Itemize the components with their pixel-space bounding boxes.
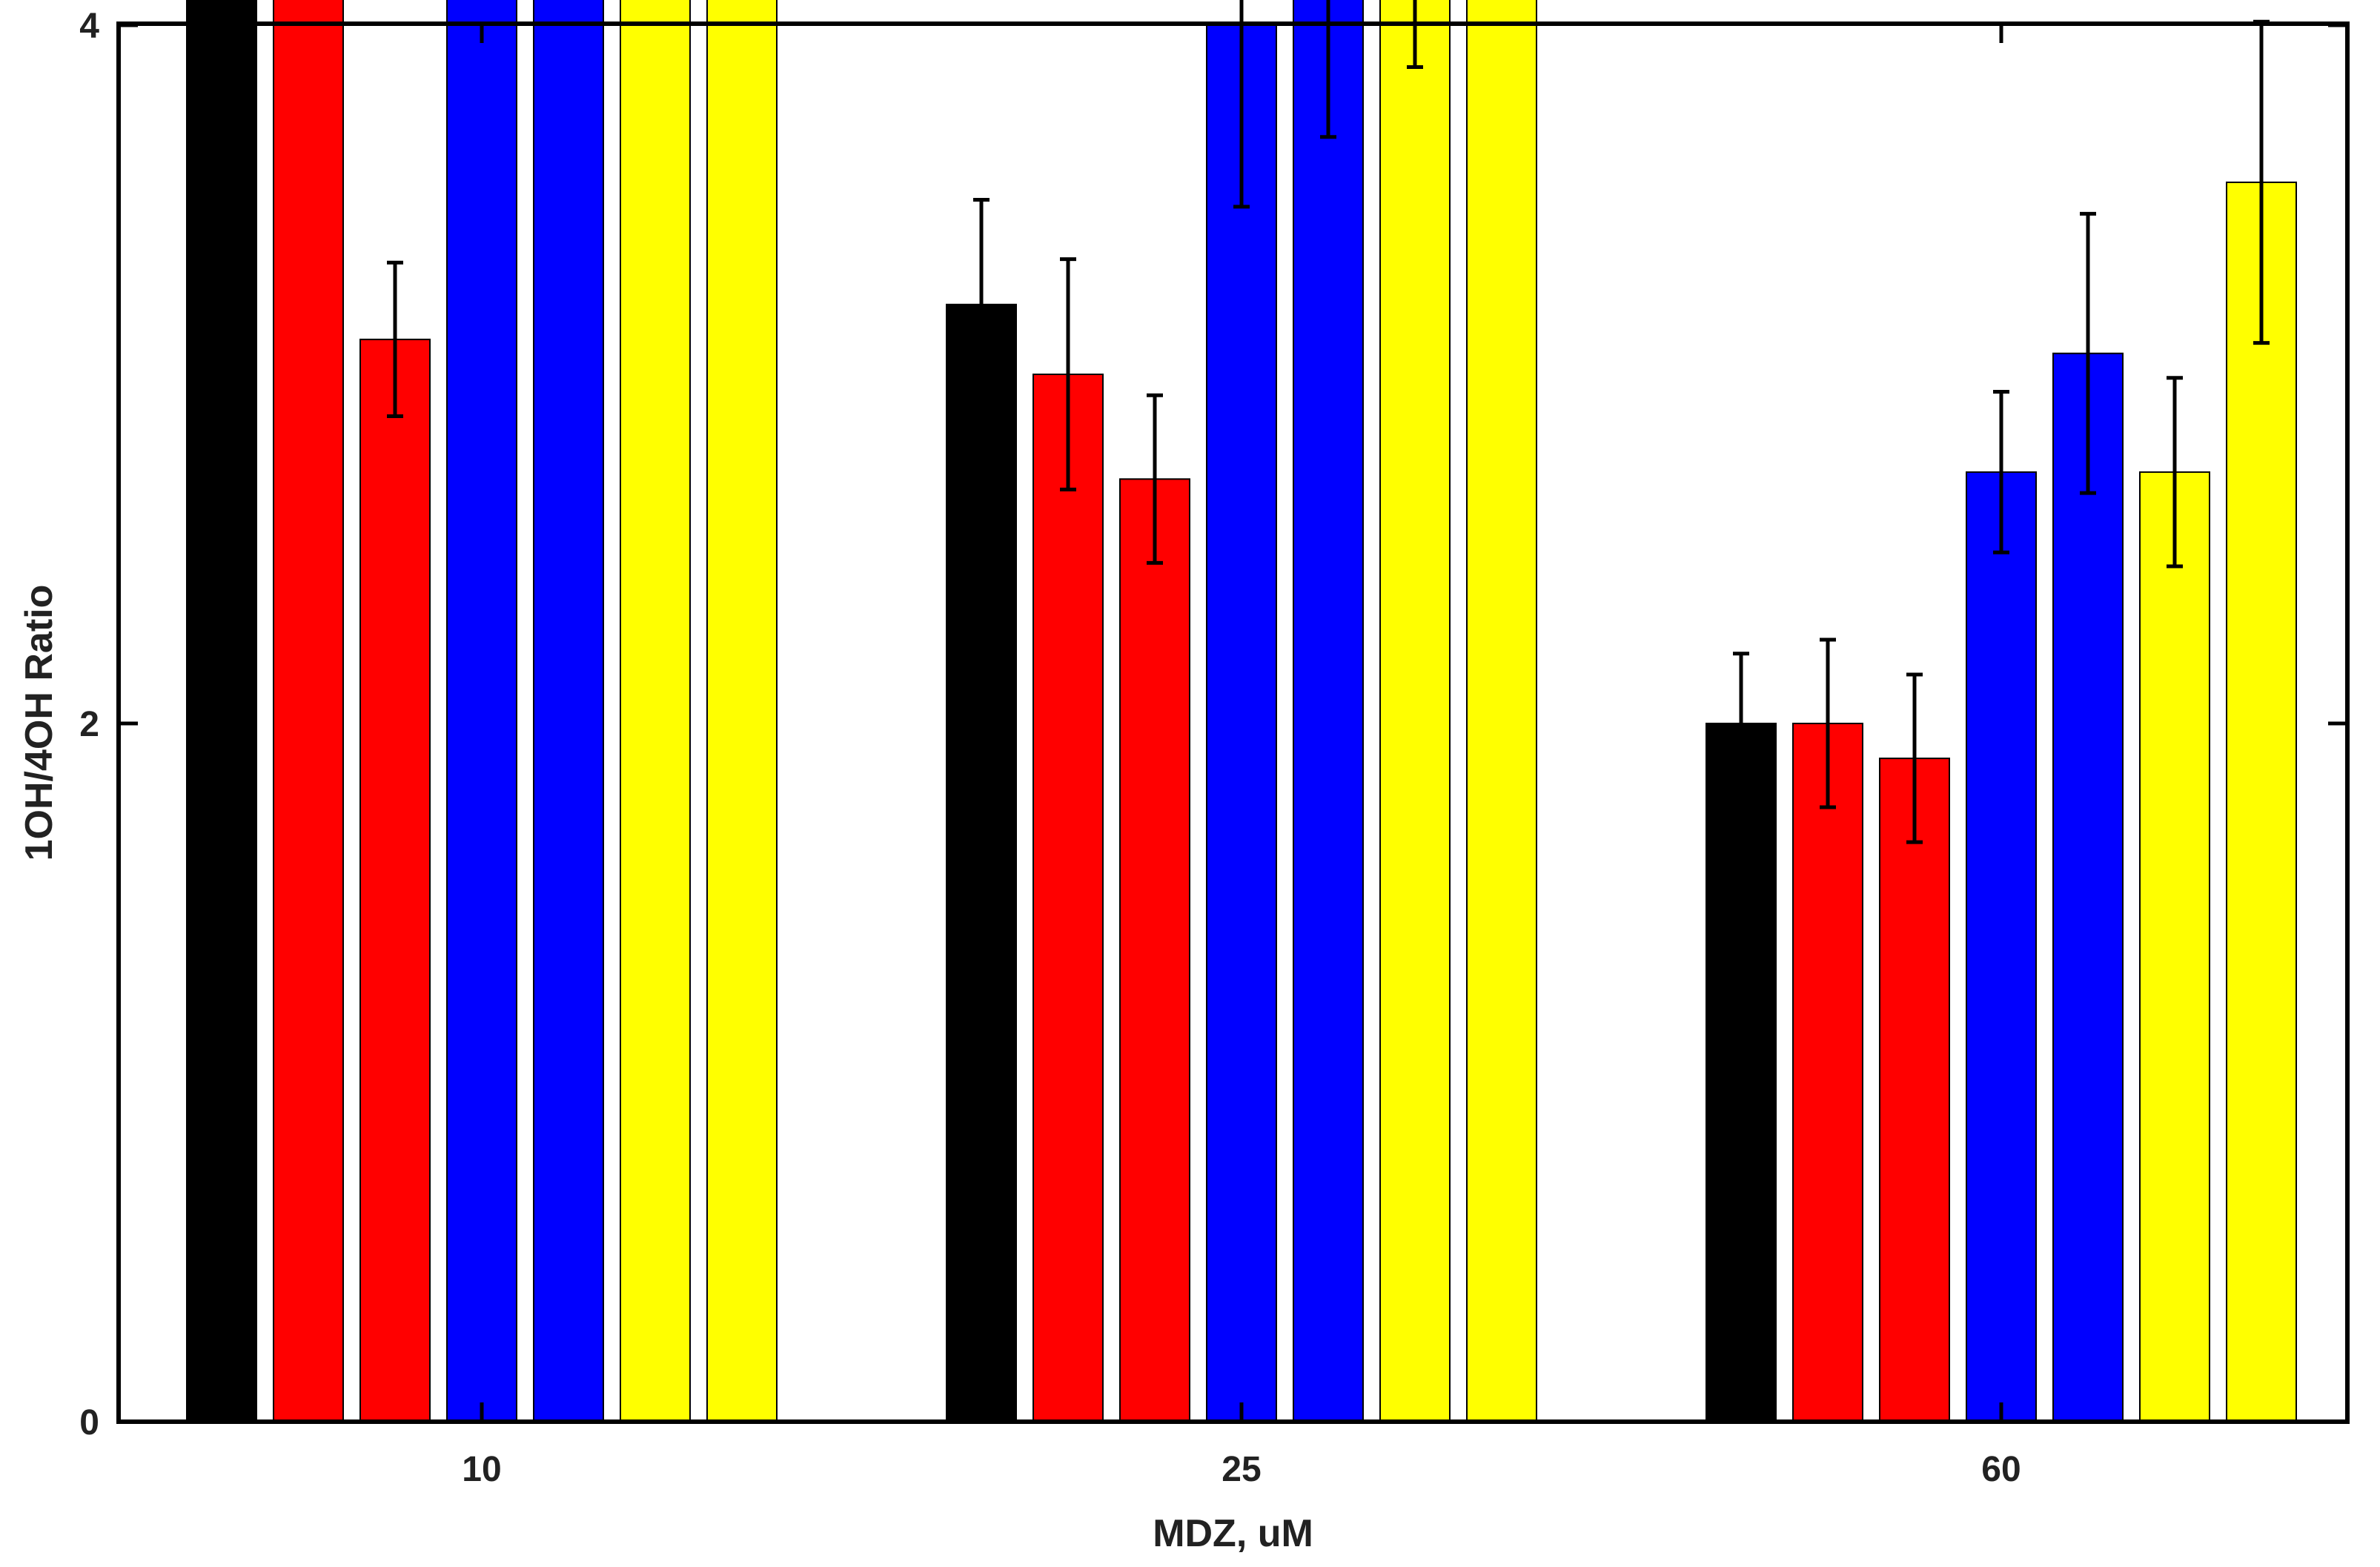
error-bar-series-1-60 <box>1733 652 1749 795</box>
bar-series-5-60 <box>2052 352 2124 1422</box>
error-bar-series-3-60 <box>1906 672 1923 844</box>
error-bar-series-6-25 <box>1407 0 1423 70</box>
bar-series-7-25 <box>1466 0 1537 1422</box>
bar-series-7-10 <box>706 0 778 1423</box>
bar-series-6-60 <box>2139 471 2210 1422</box>
bar-series-3-25 <box>1119 478 1190 1422</box>
y-tick-label-4: 4 <box>79 7 99 46</box>
y-tick-labels: 0246 <box>79 7 99 1442</box>
error-bar-series-5-25 <box>1320 0 1336 139</box>
bar-series-3-60 <box>1879 758 1950 1422</box>
y-tick-label-0: 0 <box>79 1403 99 1442</box>
bar-series-3-10 <box>359 338 431 1422</box>
x-tick-labels: 10 25 60 <box>462 1450 2021 1489</box>
x-tick-label-25: 25 <box>1222 1450 1261 1489</box>
error-bar-series-2-60 <box>1820 637 1836 809</box>
bar-series-1-60 <box>1706 723 1777 1422</box>
error-bar-series-6-60 <box>2167 376 2183 569</box>
ticks-layer <box>119 23 2347 1424</box>
bar-series-4-10 <box>446 0 517 1422</box>
bar-series-1-25 <box>946 303 1017 1422</box>
bar-series-6-25 <box>1379 0 1451 1422</box>
error-bar-series-2-25 <box>1060 257 1076 491</box>
x-tick-label-10: 10 <box>462 1450 501 1489</box>
bar-series-4-60 <box>1966 471 2037 1422</box>
error-bars-layer <box>387 0 2270 844</box>
bars-layer <box>186 0 2297 1423</box>
bar-series-6-10 <box>620 0 691 1422</box>
x-axis-title: MDZ, uM <box>1153 1512 1313 1555</box>
bar-series-5-10 <box>533 0 604 1423</box>
y-axis-title: 1OH/4OH Ratio <box>18 585 61 861</box>
bar-series-1-10 <box>186 0 257 1422</box>
bar-series-5-25 <box>1293 0 1364 1423</box>
bar-series-2-60 <box>1792 723 1863 1422</box>
bar-series-2-25 <box>1032 374 1104 1422</box>
bar-series-7-60 <box>2226 181 2297 1423</box>
error-bar-series-3-25 <box>1147 393 1163 565</box>
error-bar-series-1-25 <box>973 198 990 411</box>
bar-series-2-10 <box>273 0 344 1423</box>
bar-series-4-25 <box>1206 24 1277 1422</box>
error-bar-series-3-10 <box>387 260 403 419</box>
error-bar-series-4-60 <box>1993 390 2009 554</box>
x-tick-label-60: 60 <box>1981 1450 2021 1489</box>
y-tick-label-2: 2 <box>79 705 99 744</box>
error-bar-series-5-60 <box>2080 211 2096 495</box>
